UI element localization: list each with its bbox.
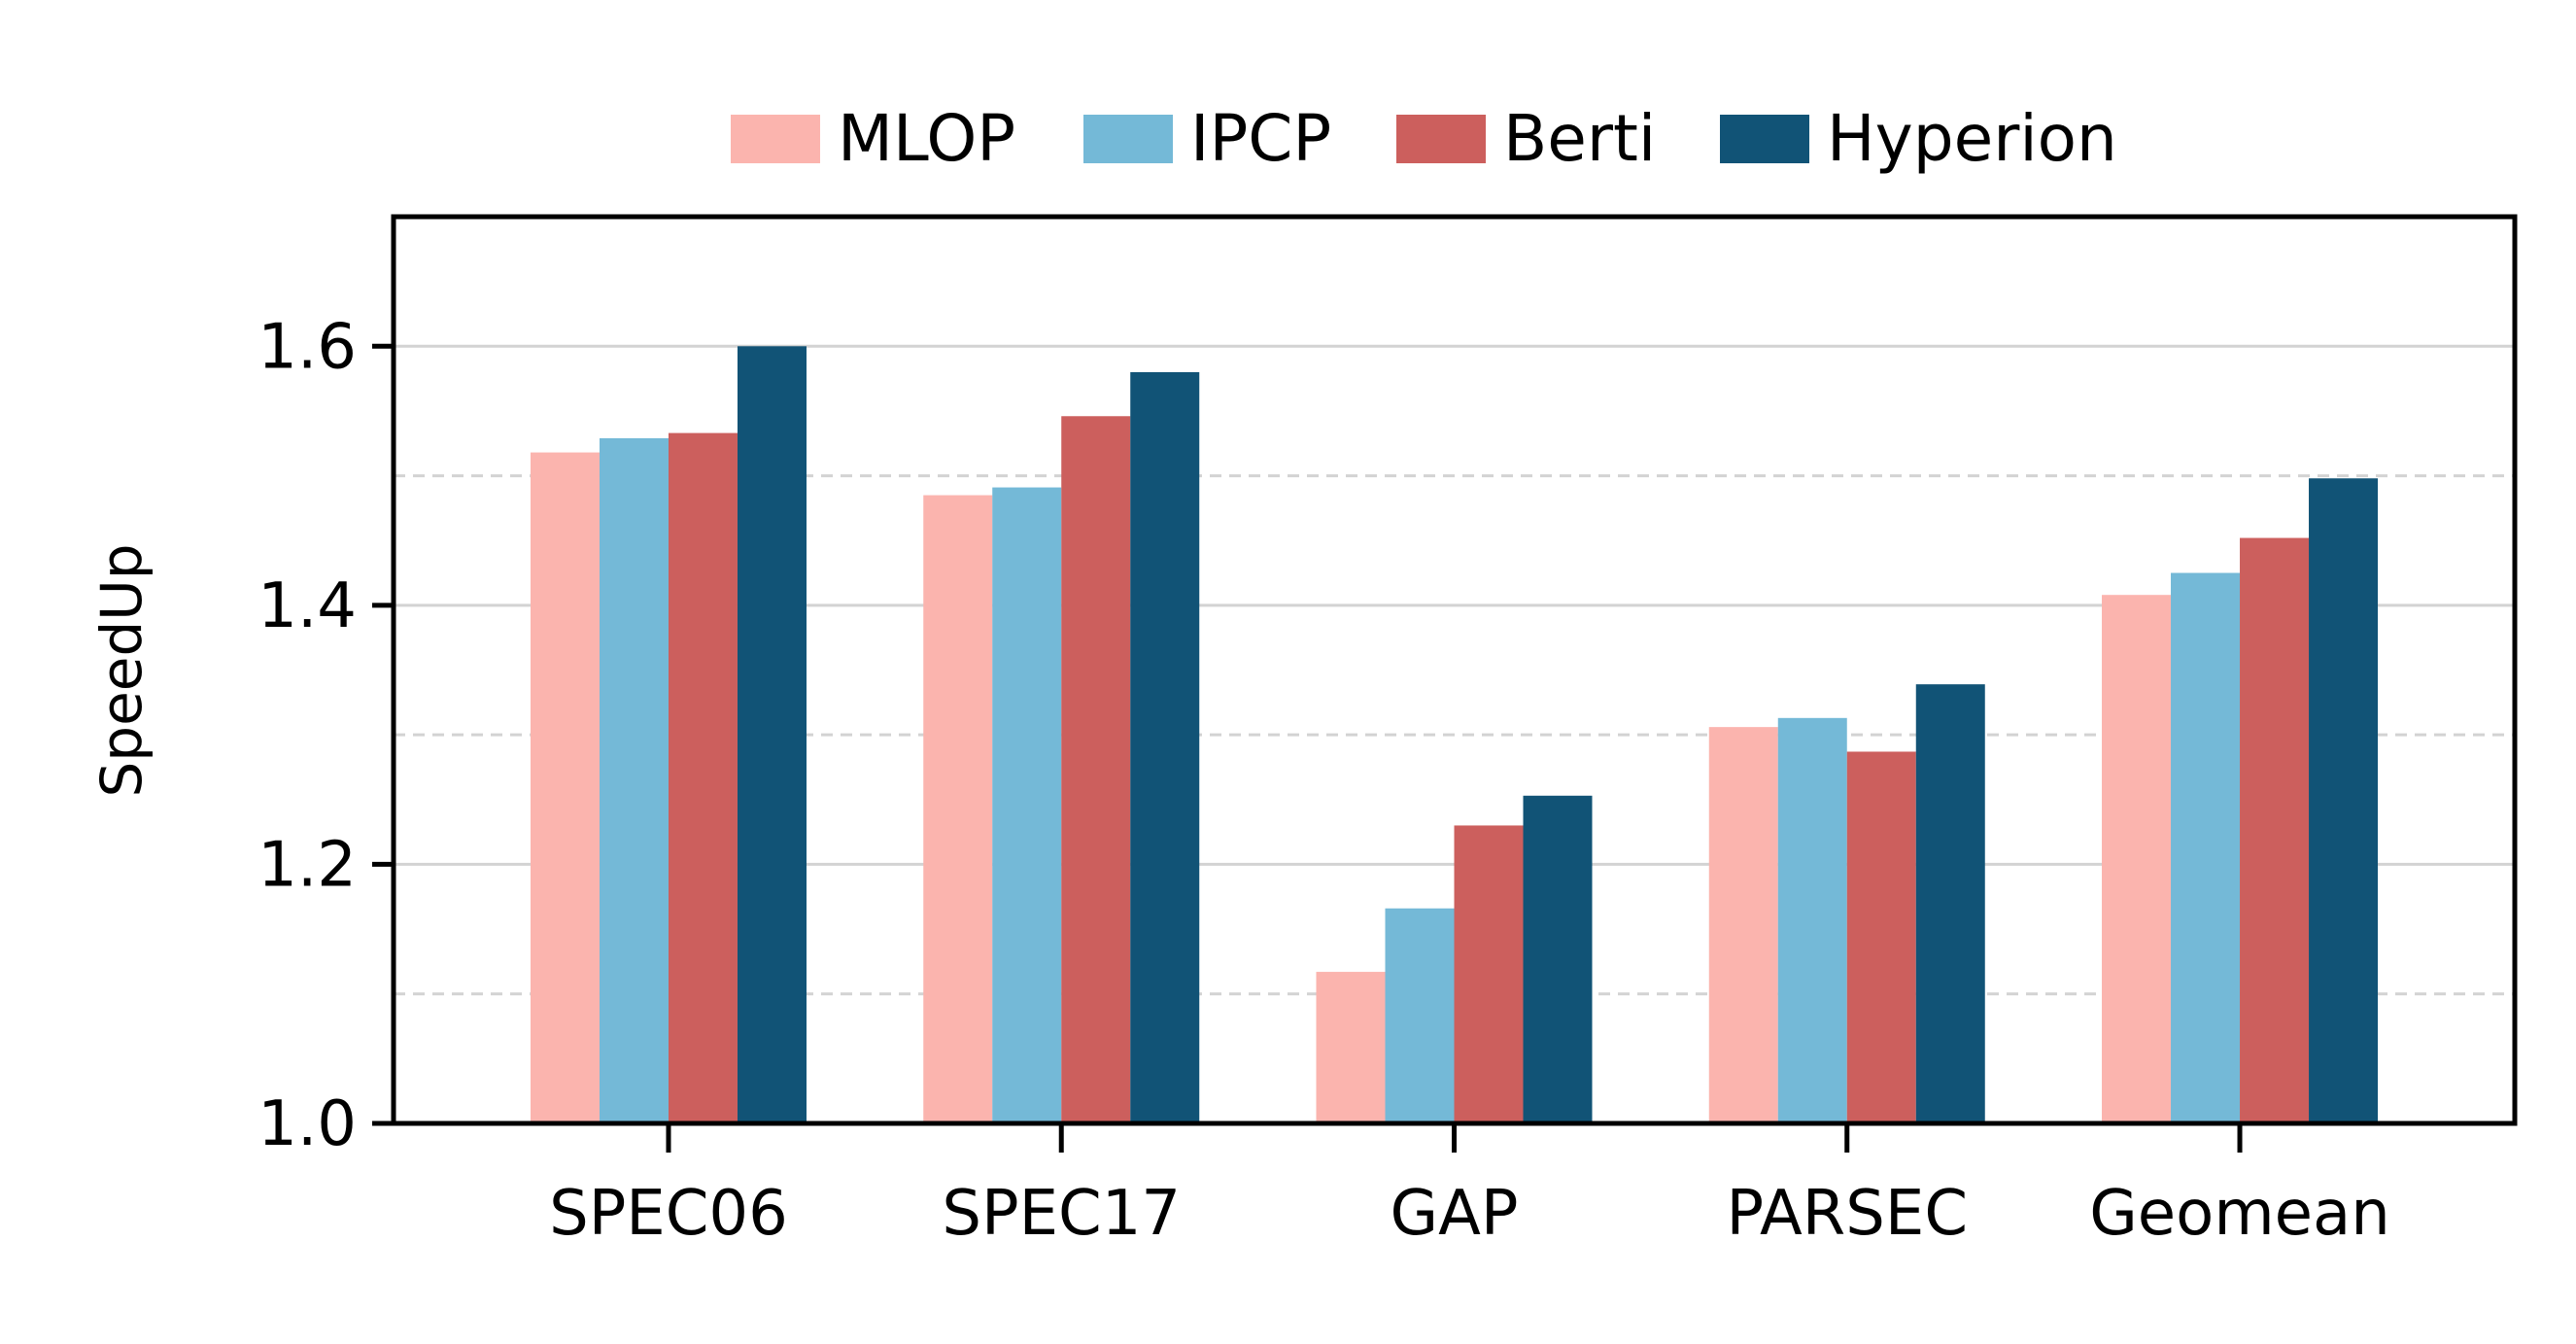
bar-ipcp-geomean bbox=[2171, 572, 2241, 1123]
legend-swatch-hyperion bbox=[1720, 115, 1809, 163]
legend-swatch-ipcp bbox=[1083, 115, 1173, 163]
legend-label-hyperion: Hyperion bbox=[1827, 101, 2117, 176]
bar-mlop-spec17 bbox=[923, 495, 993, 1123]
bar-hyperion-spec06 bbox=[737, 346, 807, 1123]
axes: 1.0 1.2 1.4 1.6 SPEC06 SPEC17 GAP PARSEC Geomean bbox=[258, 311, 2390, 1250]
legend-label-berti: Berti bbox=[1503, 101, 1656, 176]
y-tick-label: 1.2 bbox=[258, 829, 357, 901]
bar-hyperion-parsec bbox=[1915, 684, 1985, 1123]
bar-hyperion-gap bbox=[1523, 795, 1593, 1123]
x-tick-label: SPEC17 bbox=[942, 1178, 1181, 1250]
x-tick-label: PARSEC bbox=[1727, 1178, 1969, 1250]
bar-berti-geomean bbox=[2240, 537, 2310, 1123]
y-axis-label: SpeedUp bbox=[88, 543, 155, 797]
bar-berti-spec17 bbox=[1061, 416, 1131, 1123]
legend-swatch-mlop bbox=[731, 115, 820, 163]
legend-label-ipcp: IPCP bbox=[1190, 101, 1331, 176]
legend: MLOP IPCP Berti Hyperion bbox=[731, 101, 2117, 176]
bar-mlop-spec06 bbox=[530, 452, 600, 1124]
y-tick-label: 1.4 bbox=[258, 570, 357, 642]
bar-mlop-gap bbox=[1316, 972, 1386, 1123]
bar-ipcp-gap bbox=[1385, 908, 1455, 1123]
bar-ipcp-spec06 bbox=[599, 437, 669, 1123]
bar-berti-gap bbox=[1454, 825, 1524, 1123]
bar-hyperion-spec17 bbox=[1130, 371, 1200, 1123]
bar-berti-parsec bbox=[1846, 751, 1916, 1123]
y-tick-label: 1.0 bbox=[258, 1088, 357, 1160]
bar-berti-spec06 bbox=[668, 432, 738, 1123]
bar-ipcp-spec17 bbox=[992, 487, 1062, 1123]
bar-ipcp-parsec bbox=[1777, 717, 1847, 1123]
legend-swatch-berti bbox=[1396, 115, 1486, 163]
x-tick-label: SPEC06 bbox=[549, 1178, 788, 1250]
x-tick-label: GAP bbox=[1391, 1178, 1519, 1250]
legend-label-mlop: MLOP bbox=[838, 101, 1015, 176]
y-tick-label: 1.6 bbox=[258, 311, 357, 383]
bars bbox=[530, 346, 2379, 1124]
x-tick-label: Geomean bbox=[2089, 1178, 2390, 1250]
bar-hyperion-geomean bbox=[2309, 478, 2379, 1123]
bar-mlop-geomean bbox=[2102, 595, 2172, 1123]
bar-mlop-parsec bbox=[1708, 727, 1778, 1123]
